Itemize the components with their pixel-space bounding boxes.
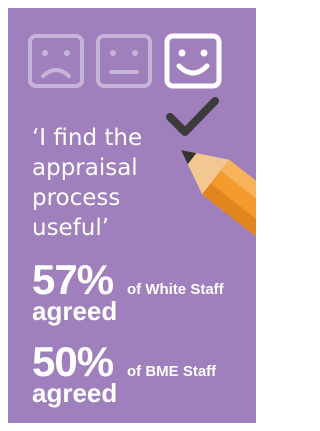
stat-group: of BME Staff <box>127 363 217 380</box>
quote-line: ‘I find the <box>32 125 142 151</box>
stat-verb: agreed <box>32 296 117 326</box>
quote-line: appraisal <box>32 155 138 181</box>
stat-group: of White Staff <box>127 281 225 298</box>
quote-line: useful’ <box>32 215 109 241</box>
infographic: ‘I find the appraisal process useful’ 57… <box>0 0 264 431</box>
page: ‘I find the appraisal process useful’ 57… <box>0 0 264 431</box>
stat-verb: agreed <box>32 378 117 408</box>
quote-line: process <box>32 185 120 211</box>
